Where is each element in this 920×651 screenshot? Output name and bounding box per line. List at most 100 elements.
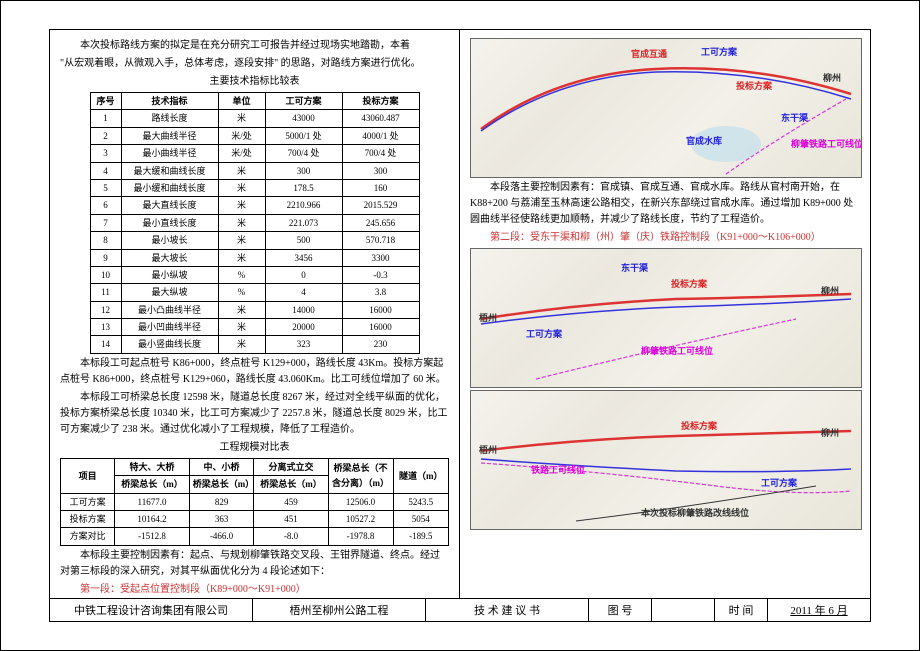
cell: -8.0: [254, 528, 328, 545]
table1-title: 主要技术指标比较表: [60, 74, 449, 90]
table-row: 10最小纵坡%0-0.3: [90, 266, 419, 283]
th: 投标方案: [342, 93, 419, 110]
table-row: 投标方案10164.236345110527.25054: [61, 511, 449, 528]
cell: 米: [218, 336, 265, 353]
cell: 0: [265, 266, 342, 283]
map-label: 铁路工可线位: [531, 463, 585, 477]
table-row: 13最小凹曲线半径米2000016000: [90, 319, 419, 336]
cell: 最大纵坡: [121, 284, 218, 301]
cell: 8: [90, 232, 121, 249]
map-label: 投标方案: [671, 277, 707, 291]
cell: 5: [90, 179, 121, 196]
map-label: 投标方案: [736, 79, 772, 93]
table-row: 14最小竖曲线长度米323230: [90, 336, 419, 353]
cell: 16000: [342, 319, 419, 336]
cell: 最小坡长: [121, 232, 218, 249]
cell: 2: [90, 127, 121, 144]
map-1: 官成互通工可方案投标方案柳州东干渠官成水库柳肇铁路工可线位: [470, 38, 862, 178]
cell: 最大坡长: [121, 249, 218, 266]
th: 序号: [90, 93, 121, 110]
cell: 米: [218, 232, 265, 249]
cell: 3: [90, 145, 121, 162]
table-row: 4最大缓和曲线长度米300300: [90, 162, 419, 179]
footer-fig-value: [652, 599, 715, 621]
th: 隧道（m）: [393, 458, 448, 493]
table-row: 2最大曲线半径米/处5000/1 处4000/1 处: [90, 127, 419, 144]
right-para-1: 本段落主要控制因素有：官成镇、官成互通、官成水库。路线从官村南开始，在 K88+…: [470, 180, 860, 228]
map-label: 官成互通: [631, 47, 667, 61]
cell: 4: [265, 284, 342, 301]
footer-doc: 技 术 建 议 书: [426, 599, 589, 621]
cell: 363: [189, 511, 254, 528]
cell: -466.0: [189, 528, 254, 545]
para3: 本标段工可桥梁总长度 12598 米，隧道总长度 8267 米，经过对全线平纵面…: [60, 390, 449, 438]
cell: 13: [90, 319, 121, 336]
table-row: 方案对比-1512.8-466.0-8.0-1978.8-189.5: [61, 528, 449, 545]
cell: 最小缓和曲线长度: [121, 179, 218, 196]
segment-1-title: 第一段：受起点位置控制段（K89+000～K91+000）: [60, 582, 449, 598]
footer: 中铁工程设计咨询集团有限公司 梧州至柳州公路工程 技 术 建 议 书 图 号 时…: [50, 598, 870, 621]
cell: 米: [218, 249, 265, 266]
cell: 300: [342, 162, 419, 179]
cell: %: [218, 266, 265, 283]
scale-compare-table: 项目 特大、大桥 中、小桥 分离式立交 桥梁总长（不含分离）（m） 隧道（m） …: [60, 458, 449, 546]
th: 分离式立交: [254, 458, 328, 475]
cell: 10527.2: [328, 511, 393, 528]
cell: %: [218, 284, 265, 301]
page: 本次投标路线方案的拟定是在充分研究工可报告并经过现场实地踏勘，本着 "从宏观着眼…: [0, 0, 920, 651]
table-row: 8最小坡长米500570.718: [90, 232, 419, 249]
table-row: 9最大坡长米34563300: [90, 249, 419, 266]
footer-time-label: 时 间: [715, 599, 768, 621]
cell: 9: [90, 249, 121, 266]
map-label: 柳肇铁路工可线位: [641, 344, 713, 358]
cell: 米: [218, 110, 265, 127]
table-row: 工可方案11677.082945912506.05243.5: [61, 493, 449, 510]
cell: 米/处: [218, 145, 265, 162]
th: 桥梁总长（不含分离）（m）: [328, 458, 393, 493]
cell: 14000: [265, 301, 342, 318]
cell: 米: [218, 214, 265, 231]
map-label: 梧州: [479, 311, 497, 325]
th: 技术指标: [121, 93, 218, 110]
map-label: 官成水库: [686, 134, 722, 148]
th: 特大、大桥: [115, 458, 189, 475]
cell: 米/处: [218, 127, 265, 144]
map-label: 柳州: [821, 284, 839, 298]
cell: 230: [342, 336, 419, 353]
cell: 3300: [342, 249, 419, 266]
cell: 米: [218, 197, 265, 214]
th: 桥梁总长（m）: [254, 476, 328, 493]
map-label: 柳肇铁路工可线位: [791, 137, 862, 151]
cell: -0.3: [342, 266, 419, 283]
cell: 11677.0: [115, 493, 189, 510]
table-row: 11最大纵坡%43.8: [90, 284, 419, 301]
cell: 570.718: [342, 232, 419, 249]
cell: 323: [265, 336, 342, 353]
footer-proj: 梧州至柳州公路工程: [253, 599, 426, 621]
th: 中、小桥: [189, 458, 254, 475]
cell: 5243.5: [393, 493, 448, 510]
frame: 本次投标路线方案的拟定是在充分研究工可报告并经过现场实地踏勘，本着 "从宏观着眼…: [49, 29, 871, 622]
cell: 7: [90, 214, 121, 231]
map-label: 东干渠: [781, 111, 808, 125]
para4: 本标段主要控制因素有：起点、与规划柳肇铁路交叉段、王钳界隧道、终点。经过对第三标…: [60, 548, 449, 580]
table2-title: 工程规模对比表: [60, 440, 449, 456]
cell: 300: [265, 162, 342, 179]
cell: 4000/1 处: [342, 127, 419, 144]
footer-fig-label: 图 号: [589, 599, 652, 621]
cell: 1: [90, 110, 121, 127]
cell: 最大直线长度: [121, 197, 218, 214]
t2-head1: 项目 特大、大桥 中、小桥 分离式立交 桥梁总长（不含分离）（m） 隧道（m）: [61, 458, 449, 475]
cell: 10164.2: [115, 511, 189, 528]
cell: 2210.966: [265, 197, 342, 214]
footer-org: 中铁工程设计咨询集团有限公司: [50, 599, 253, 621]
cell: 160: [342, 179, 419, 196]
tech-spec-table: 序号 技术指标 单位 工可方案 投标方案 1路线长度米4300043060.48…: [90, 92, 420, 354]
cell: 500: [265, 232, 342, 249]
map-label: 柳州: [823, 71, 841, 85]
cell: 459: [254, 493, 328, 510]
map-label: 柳州: [821, 426, 839, 440]
cell: 43000: [265, 110, 342, 127]
cell: 路线长度: [121, 110, 218, 127]
table-row: 3最小曲线半径米/处700/4 处700/4 处: [90, 145, 419, 162]
